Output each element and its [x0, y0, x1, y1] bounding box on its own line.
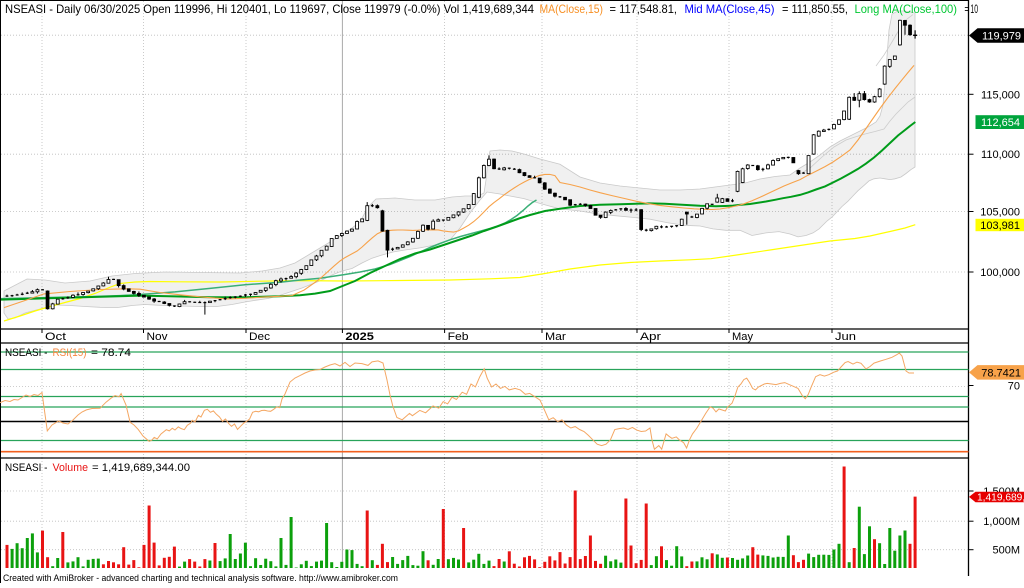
svg-text:Mar: Mar: [545, 331, 566, 343]
svg-text:NSEASI -: NSEASI -: [5, 462, 48, 474]
svg-text:1,419,689,: 1,419,689,: [977, 492, 1024, 503]
svg-text:= 111,850.55,: = 111,850.55,: [782, 3, 848, 16]
svg-text:Volume: Volume: [53, 462, 89, 474]
svg-text:78.7421: 78.7421: [981, 368, 1021, 380]
svg-text:500M: 500M: [992, 545, 1020, 557]
svg-text:110,000: 110,000: [981, 149, 1020, 161]
svg-text:1,000M: 1,000M: [983, 516, 1020, 528]
svg-text:= 10: = 10: [965, 3, 979, 16]
svg-text:NSEASI - Daily 06/30/2025 Open: NSEASI - Daily 06/30/2025 Open 119996, H…: [5, 3, 535, 16]
svg-text:103,981: 103,981: [980, 220, 1020, 232]
svg-text:= 117,548.81,: = 117,548.81,: [610, 3, 678, 16]
svg-text:Long MA(Close,100): Long MA(Close,100): [855, 3, 958, 16]
svg-text:May: May: [732, 331, 754, 343]
svg-text:RSI(15): RSI(15): [53, 347, 87, 359]
svg-text:105,000: 105,000: [980, 207, 1020, 219]
svg-text:70: 70: [1008, 381, 1020, 393]
svg-text:119,979: 119,979: [982, 31, 1021, 43]
svg-text:= 1,419,689,344.00: = 1,419,689,344.00: [92, 462, 190, 474]
svg-text:= 78.74: = 78.74: [91, 347, 131, 359]
svg-text:2025: 2025: [345, 331, 374, 343]
svg-text:112,654: 112,654: [981, 117, 1020, 129]
svg-text:MA(Close,15): MA(Close,15): [540, 3, 604, 16]
svg-text:Mid MA(Close,45): Mid MA(Close,45): [685, 3, 775, 16]
svg-text:Jun: Jun: [835, 331, 856, 343]
svg-text:Apr: Apr: [640, 331, 661, 343]
svg-text:Dec: Dec: [249, 331, 271, 343]
svg-text:Created with AmiBroker - advan: Created with AmiBroker - advanced charti…: [3, 573, 398, 583]
svg-text:NSEASI -: NSEASI -: [5, 347, 48, 359]
svg-text:Feb: Feb: [448, 331, 469, 343]
svg-text:115,000: 115,000: [981, 89, 1020, 101]
svg-text:100,000: 100,000: [980, 267, 1020, 279]
svg-text:Nov: Nov: [147, 331, 169, 343]
svg-text:Oct: Oct: [45, 331, 66, 343]
